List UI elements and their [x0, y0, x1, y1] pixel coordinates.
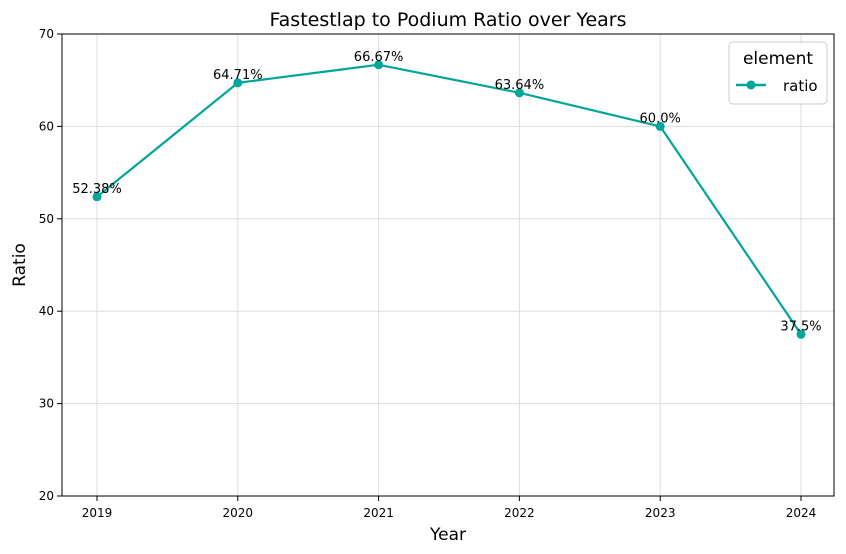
y-tick-label: 30: [39, 397, 54, 411]
data-point: [796, 329, 806, 339]
data-label: 52.38%: [72, 182, 122, 197]
legend: element ratio: [728, 41, 828, 105]
data-label: 63.64%: [495, 78, 545, 93]
data-point: [655, 121, 665, 131]
legend-entry-ratio: ratio: [783, 77, 818, 95]
x-tick-label: 2021: [363, 506, 394, 520]
y-tick-label: 20: [39, 489, 54, 503]
data-point: [514, 88, 524, 98]
x-tick-label: 2019: [82, 506, 113, 520]
x-tick-label: 2024: [786, 506, 817, 520]
data-label: 64.71%: [213, 68, 263, 83]
x-tick-label: 2020: [223, 506, 254, 520]
plot-frame: [61, 33, 835, 497]
y-tick-label: 40: [39, 304, 54, 318]
data-label: 37.5%: [780, 319, 821, 334]
y-axis-ticks: 20 30 40 50 60 70: [39, 27, 62, 503]
legend-point-marker: [746, 80, 756, 90]
x-tick-label: 2022: [504, 506, 535, 520]
x-axis-label: Year: [429, 525, 466, 545]
y-tick-label: 70: [39, 27, 54, 41]
series-layer: 52.38% 64.71% 66.67% 63.64% 60.0% 37.5%: [72, 50, 822, 339]
y-tick-label: 60: [39, 119, 54, 133]
x-tick-label: 2023: [645, 506, 676, 520]
grid-lines: [62, 33, 834, 497]
chart-title: Fastestlap to Podium Ratio over Years: [269, 9, 626, 31]
y-tick-label: 50: [39, 212, 54, 226]
data-label: 66.67%: [354, 50, 404, 65]
y-axis-label: Ratio: [10, 243, 30, 287]
legend-title: element: [743, 49, 813, 69]
data-point: [92, 192, 102, 202]
data-point: [374, 60, 384, 70]
series-line-ratio: [96, 63, 802, 335]
data-label: 60.0%: [640, 111, 681, 126]
data-point: [233, 78, 243, 88]
x-axis-ticks: 2019 2020 2021 2022 2023 2024: [82, 496, 817, 520]
